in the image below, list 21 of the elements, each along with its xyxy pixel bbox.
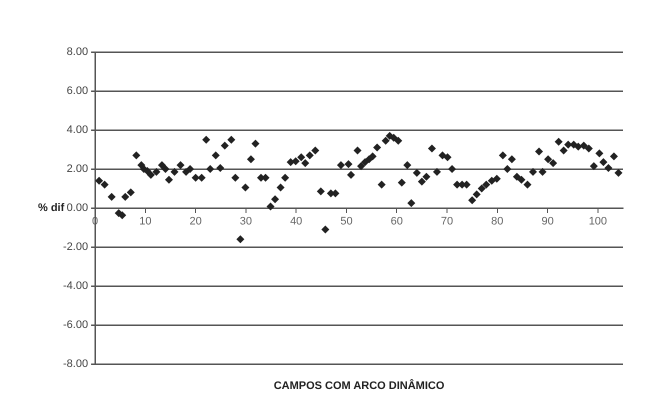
x-tick-label: 70 (440, 216, 454, 228)
x-tick-label: 90 (541, 216, 554, 228)
y-tick-label: 4.00 (66, 124, 88, 136)
x-tick-label: 60 (390, 216, 403, 228)
x-tick-label: 30 (240, 216, 252, 228)
y-tick-label: -2.00 (62, 241, 88, 254)
y-tick-label: 2.00 (66, 163, 88, 176)
y-tick-label: 0.00 (66, 202, 88, 214)
y-tick-label: -8.00 (62, 358, 88, 370)
x-tick-label: 20 (190, 216, 202, 228)
x-tick-label: 10 (139, 216, 152, 228)
y-axis-title: % dif (38, 202, 65, 214)
y-tick-label: 8.00 (66, 46, 88, 58)
y-tick-label: -6.00 (62, 319, 88, 332)
x-tick-label: 50 (340, 216, 353, 228)
x-tick-label: 100 (588, 216, 608, 228)
x-tick-label: 40 (290, 216, 302, 228)
y-tick-label: -4.00 (62, 280, 88, 292)
y-tick-label: 6.00 (66, 85, 88, 98)
x-axis-title: CAMPOS COM ARCO DINÂMICO (274, 379, 445, 392)
x-tick-label: 80 (491, 216, 504, 228)
